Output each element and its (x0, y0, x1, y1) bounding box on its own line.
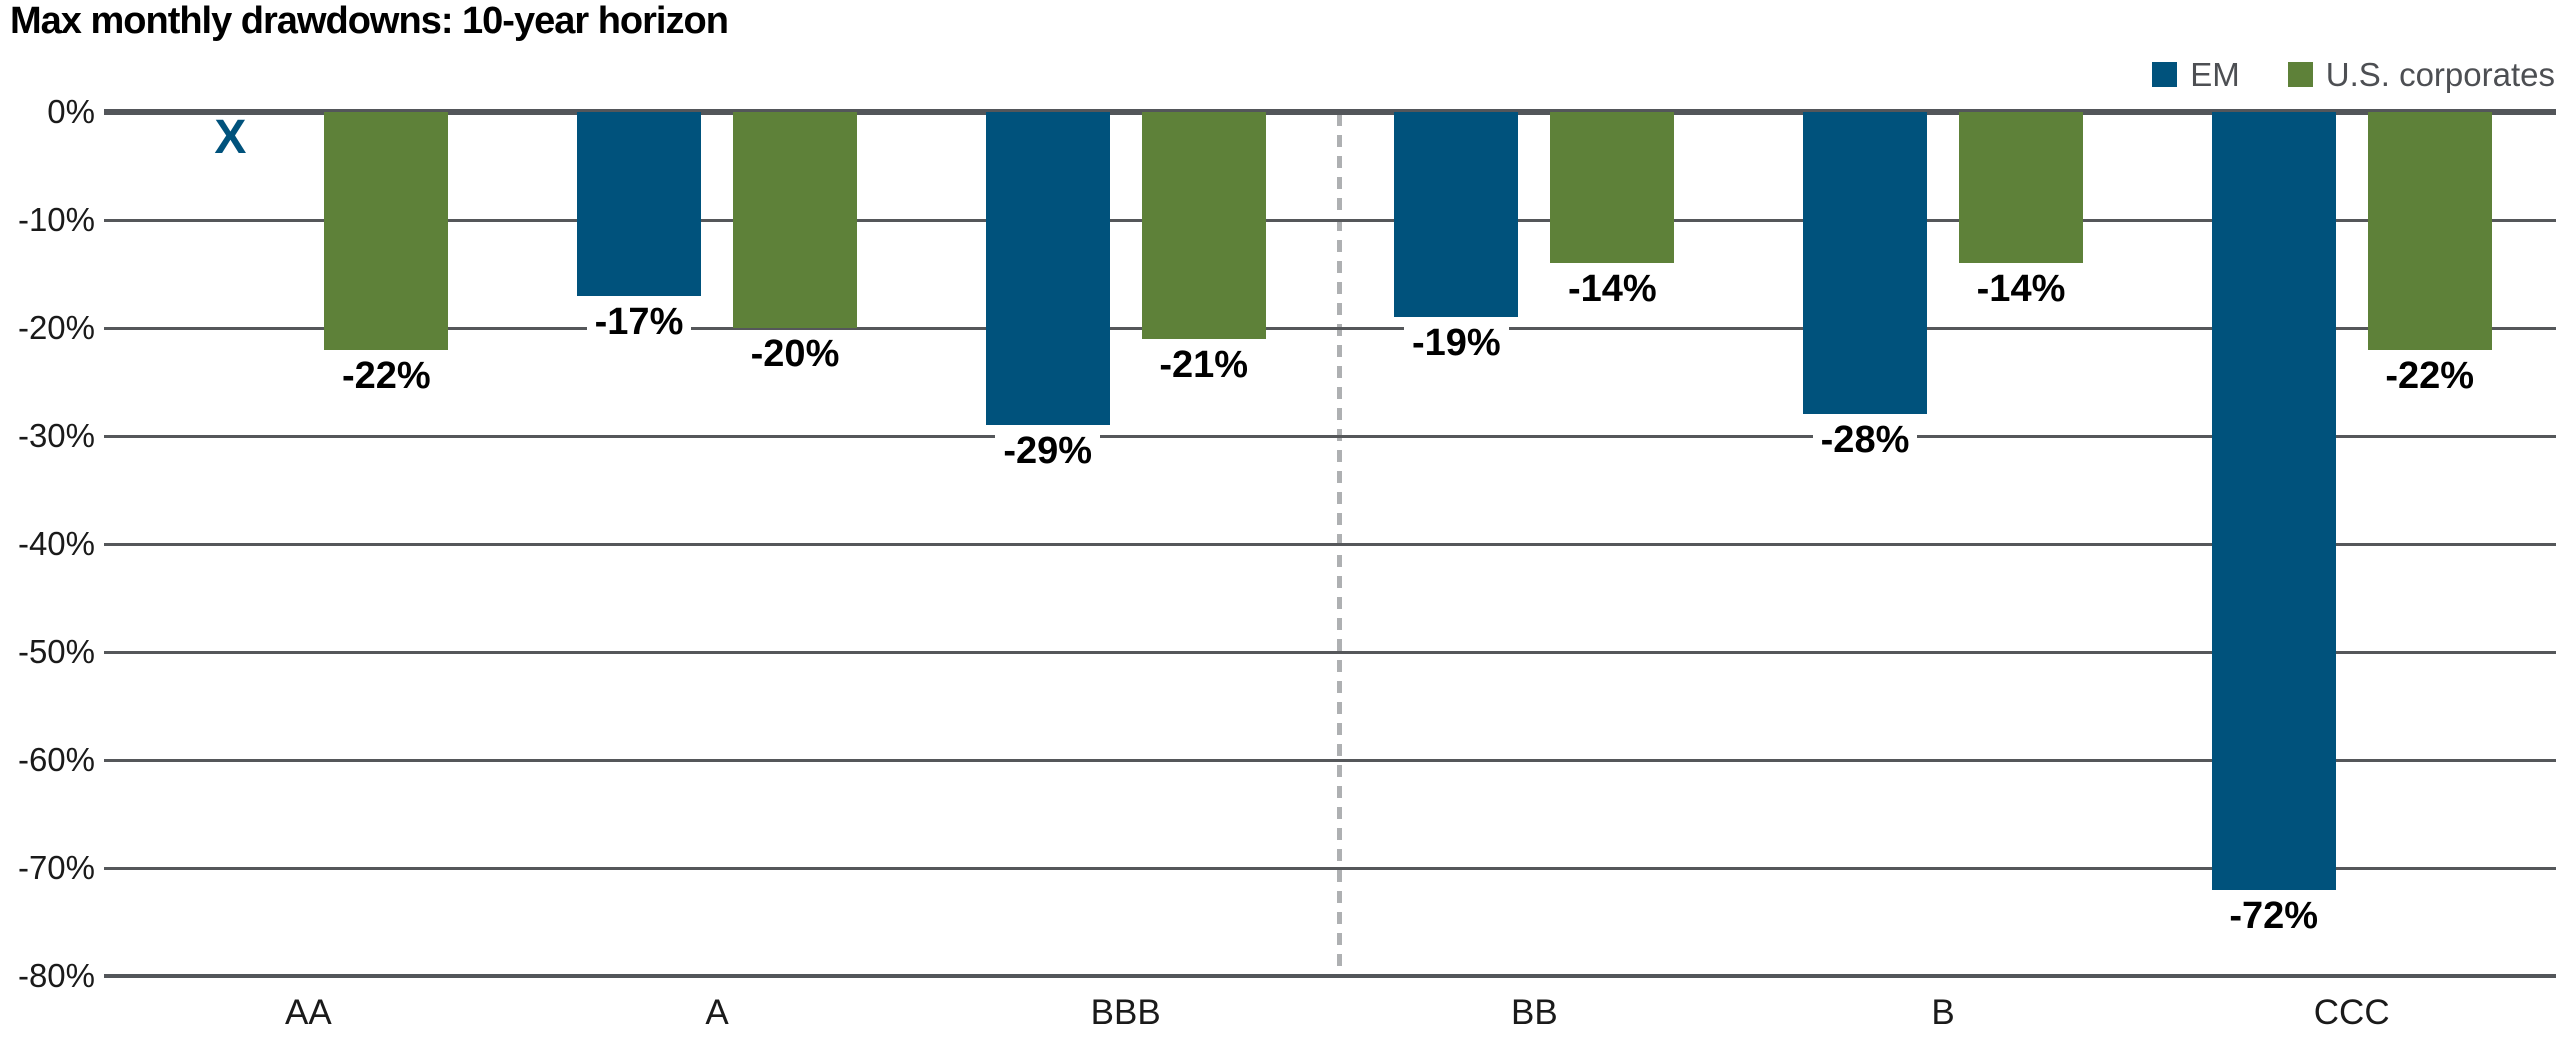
x-axis-label-bbb: BBB (1090, 993, 1161, 1032)
bar-value-label: -19% (1403, 322, 1509, 365)
bar-slot: -19% (1394, 112, 1519, 365)
bar-u-s-corporates-a (733, 112, 857, 328)
x-axis-label-b: B (1931, 993, 1955, 1032)
gridline--80% (104, 974, 2556, 978)
bar-value-label: -22% (2377, 354, 2483, 398)
bar-em-bb (1394, 112, 1519, 318)
bar-u-s-corporates-bbb (1141, 112, 1266, 339)
chart-title: Max monthly drawdowns: 10-year horizon (10, 0, 729, 42)
legend: EM U.S. corporates (2152, 58, 2555, 91)
y-tick-label--80%: -80% (17, 957, 95, 994)
bar-value-label: -14% (1559, 268, 1665, 311)
bar-slot: -20% (733, 112, 857, 376)
bar-groups: X -22% AA -17% -20% A -29% -21% BBB -19% -14% BB -28… (104, 112, 2556, 1030)
bar-value-label: -22% (333, 354, 439, 398)
bar-slot: -22% (2367, 112, 2492, 398)
legend-label-em: EM (2190, 56, 2240, 93)
bar-u-s-corporates-ccc (2367, 112, 2492, 350)
bar-slot: -14% (1959, 112, 2084, 311)
us-corporates-swatch-icon (2287, 62, 2313, 87)
legend-item-em: EM (2152, 58, 2240, 91)
category-group-a: -17% -20% A (513, 112, 922, 1030)
x-axis-label-a: A (705, 993, 729, 1032)
y-tick-label--50%: -50% (17, 633, 95, 670)
x-axis-label-aa: AA (284, 993, 332, 1032)
x-axis-label-bb: BB (1510, 993, 1558, 1032)
y-tick-label--30%: -30% (17, 417, 95, 454)
y-tick-label--60%: -60% (17, 741, 95, 778)
bar-value-label: -21% (1151, 343, 1257, 387)
x-axis-label-ccc: CCC (2313, 993, 2390, 1032)
y-tick-label--20%: -20% (17, 309, 95, 346)
gridline--60% (104, 758, 2556, 762)
gridline--40% (104, 542, 2556, 546)
y-tick-label--40%: -40% (17, 525, 95, 562)
missing-data-x-marker: X (214, 111, 247, 164)
bar-slot: -22% (324, 112, 449, 398)
bar-slot: X (168, 112, 292, 162)
gridline--50% (104, 650, 2556, 654)
bar-em-ccc (2211, 112, 2336, 890)
bar-slot: -29% (985, 112, 1110, 473)
gridline--70% (104, 866, 2556, 870)
y-axis-labels: 0% -10% -20% -30% -40% -50% -60% -70% -80% (0, 0, 95, 1039)
bar-em-b (1803, 112, 1928, 415)
gridline-0% (104, 109, 2556, 115)
category-group-b: -28% -14% B (1739, 112, 2148, 1030)
category-group-ccc: -72% -22% CCC (2147, 112, 2556, 1030)
bar-slot: -21% (1141, 112, 1266, 387)
bar-em-bbb (985, 112, 1110, 426)
em-swatch-icon (2152, 62, 2178, 87)
bar-u-s-corporates-aa (324, 112, 449, 350)
bar-slot: -17% (577, 112, 701, 344)
legend-item-us-corporates: U.S. corporates (2287, 56, 2555, 93)
bar-value-label: -28% (1812, 419, 1918, 462)
category-group-aa: X -22% AA (104, 112, 513, 1030)
category-group-bbb: -29% -21% BBB (921, 112, 1330, 1030)
bar-slot: -72% (2211, 112, 2336, 938)
bar-slot: -14% (1550, 112, 1675, 311)
bar-em-a (577, 112, 701, 296)
y-tick-label-0%: 0% (47, 93, 95, 130)
bar-value-label: -29% (995, 430, 1101, 473)
bar-value-label: -20% (742, 333, 848, 376)
bar-u-s-corporates-bb (1550, 112, 1675, 264)
bar-value-label: -72% (2221, 894, 2327, 938)
bar-value-label: -14% (1968, 268, 2074, 311)
legend-label-us-corporates: U.S. corporates (2325, 56, 2555, 93)
gridline--30% (104, 434, 2556, 438)
gridline--20% (104, 326, 2556, 330)
category-group-bb: -19% -14% BB (1330, 112, 1739, 1030)
bar-value-label: -17% (586, 300, 692, 344)
gridline--10% (104, 218, 2556, 222)
y-tick-label--70%: -70% (17, 849, 95, 886)
plot-area: X -22% AA -17% -20% A -29% -21% BBB -19% -14% BB -28… (104, 109, 2556, 1030)
bar-slot: -28% (1803, 112, 1928, 462)
bar-u-s-corporates-b (1959, 112, 2084, 264)
y-tick-label--10%: -10% (17, 201, 95, 238)
